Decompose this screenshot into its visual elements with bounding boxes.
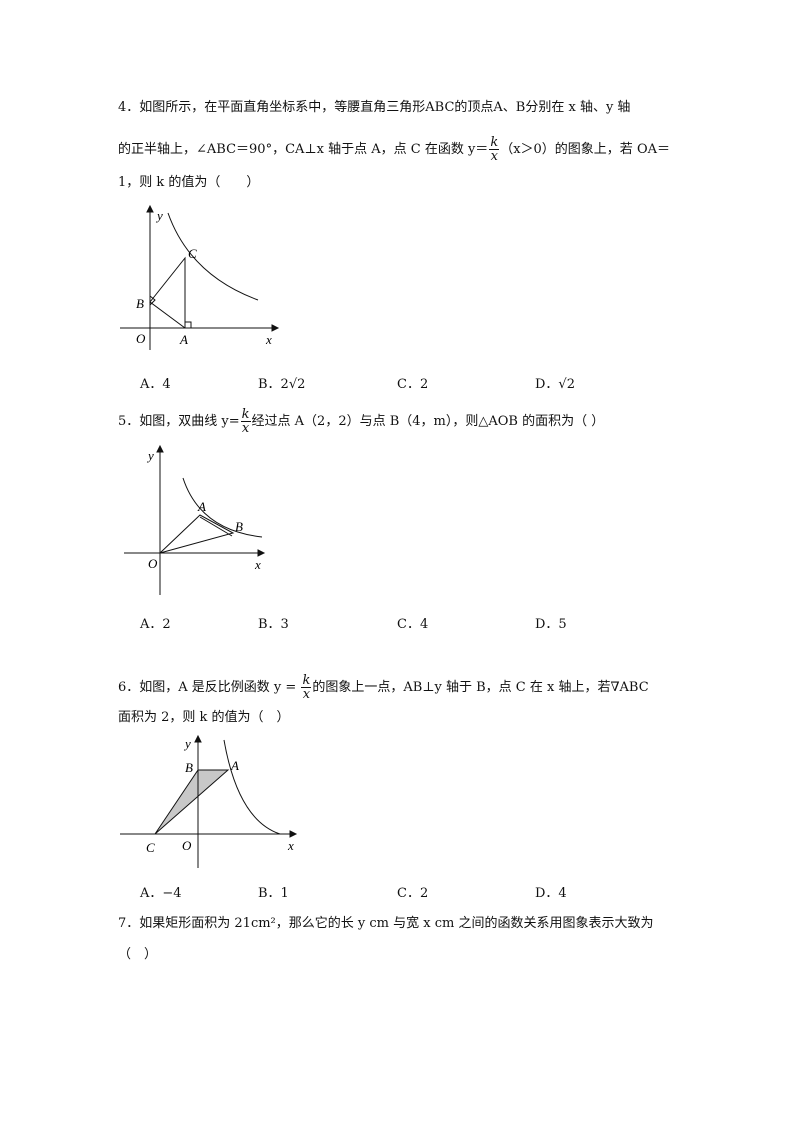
- q6-option-a[interactable]: A．−4: [140, 886, 182, 901]
- q5-label-y: y: [146, 448, 154, 463]
- q5-text: 经过点 A（2，2）与点 B（4，m），则△AOB 的面积为（ ）: [251, 414, 605, 429]
- q6-label-O: O: [182, 838, 192, 853]
- q5-option-c[interactable]: C．4: [397, 617, 429, 632]
- q4-option-c[interactable]: C．2: [397, 377, 429, 392]
- q6-label-B: B: [185, 760, 193, 775]
- q5-option-b[interactable]: B．3: [258, 617, 289, 632]
- q4-text: 的正半轴上，∠ABC＝90°，CA⊥x 轴于点 A，点 C 在函数 y＝: [118, 142, 489, 157]
- numerator: k: [240, 407, 251, 422]
- q4-option-d[interactable]: D．√2: [535, 377, 575, 392]
- q4-label-C: C: [188, 246, 197, 261]
- numerator: k: [489, 135, 500, 150]
- q5-label-A: A: [197, 499, 206, 514]
- q4-line2: 的正半轴上，∠ABC＝90°，CA⊥x 轴于点 A，点 C 在函数 y＝ k x （x…: [118, 136, 670, 163]
- q4-line3: 1，则 k 的值为（ ）: [118, 175, 260, 190]
- q5-label-O: O: [148, 556, 158, 571]
- q4-label-x: x: [265, 332, 272, 347]
- q6-text: 6．如图，A 是反比例函数 y =: [118, 680, 301, 695]
- q6-label-C: C: [146, 840, 155, 855]
- q5-label-x: x: [254, 557, 261, 572]
- q4-line1: 4．如图所示，在平面直角坐标系中，等腰直角三角形ABC的顶点A、B分别在 x 轴…: [118, 100, 631, 115]
- q4-text: （x＞0）的图象上，若 OA＝: [500, 142, 670, 157]
- q6-option-c[interactable]: C．2: [397, 886, 429, 901]
- q4-label-y: y: [155, 208, 163, 223]
- q4-option-a[interactable]: A．4: [140, 377, 171, 392]
- q4-label-A: A: [179, 332, 188, 347]
- q6-option-d[interactable]: D．4: [535, 886, 567, 901]
- q4-option-b[interactable]: B．2√2: [258, 377, 306, 392]
- q6-label-x: x: [287, 838, 294, 853]
- denominator: x: [490, 149, 498, 164]
- q7-line1: 7．如果矩形面积为 21cm²，那么它的长 y cm 与宽 x cm 之间的函数…: [118, 916, 654, 931]
- denominator: x: [302, 687, 311, 702]
- numerator: k: [301, 673, 312, 688]
- q5-option-a[interactable]: A．2: [140, 617, 171, 632]
- q4-label-B: B: [136, 296, 144, 311]
- q5-label-B: B: [235, 519, 243, 534]
- q6-text: 的图象上一点，AB⊥y 轴于 B，点 C 在 x 轴上，若∇ABC: [312, 680, 649, 695]
- q5-option-d[interactable]: D．5: [535, 617, 567, 632]
- q5-text: 5．如图，双曲线 y=: [118, 414, 240, 429]
- q5-line1: 5．如图，双曲线 y= k x 经过点 A（2，2）与点 B（4，m），则△AOB 的…: [118, 408, 604, 435]
- denominator: x: [241, 421, 250, 436]
- q6-label-y: y: [183, 736, 191, 751]
- q6-line2: 面积为 2，则 k 的值为（ ）: [118, 710, 290, 725]
- q4-label-O: O: [136, 331, 146, 346]
- q6-line1: 6．如图，A 是反比例函数 y = k x 的图象上一点，AB⊥y 轴于 B，点 C…: [118, 674, 649, 701]
- q7-line2: （ ）: [118, 947, 158, 962]
- q6-label-A: A: [230, 758, 239, 773]
- q6-option-b[interactable]: B．1: [258, 886, 289, 901]
